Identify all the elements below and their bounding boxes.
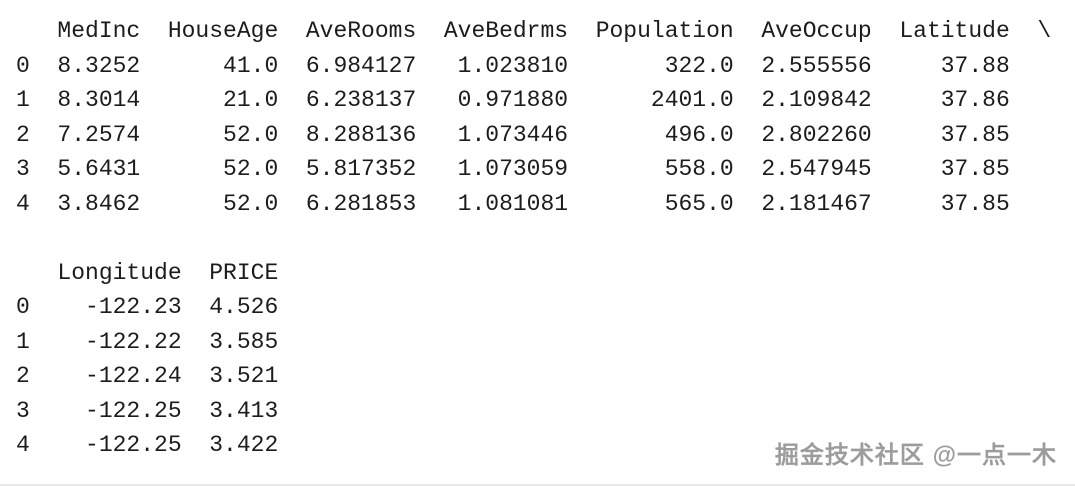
dataframe-row: 2 7.2574 52.0 8.288136 1.073446 496.0 2.… <box>16 121 1010 148</box>
dataframe-row: 4 -122.25 3.422 <box>16 432 279 458</box>
bottom-border-line <box>0 484 1075 486</box>
dataframe-row: 0 -122.23 4.526 <box>16 294 279 320</box>
dataframe-header-row: MedInc HouseAge AveRooms AveBedrms Popul… <box>16 18 1052 44</box>
dataframe-row: 0 8.3252 41.0 6.984127 1.023810 322.0 2.… <box>16 52 1010 79</box>
dataframe-row: 1 -122.22 3.585 <box>16 328 279 355</box>
dataframe-row: 3 5.6431 52.0 5.817352 1.073059 558.0 2.… <box>16 156 1010 182</box>
dataframe-header-row-wrap: Longitude PRICE <box>16 259 279 286</box>
blank-line <box>16 221 1075 256</box>
dataframe-row: 4 3.8462 52.0 6.281853 1.081081 565.0 2.… <box>16 190 1010 217</box>
dataframe-row: 1 8.3014 21.0 6.238137 0.971880 2401.0 2… <box>16 87 1010 113</box>
dataframe-output: MedInc HouseAge AveRooms AveBedrms Popul… <box>16 14 1075 463</box>
dataframe-row: 3 -122.25 3.413 <box>16 397 279 424</box>
watermark: 掘金技术社区 @一点一木 <box>774 442 1057 469</box>
dataframe-row: 2 -122.24 3.521 <box>16 363 279 389</box>
